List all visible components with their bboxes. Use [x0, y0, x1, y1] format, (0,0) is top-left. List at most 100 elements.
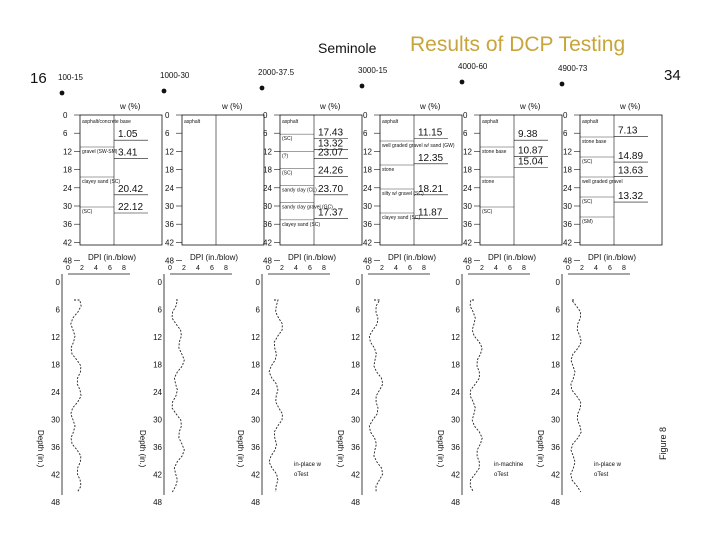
- depth-tick-label: 36: [165, 220, 174, 229]
- soil-layer-label: stone base: [582, 139, 607, 145]
- depth-tick-label: 0: [263, 111, 268, 120]
- depth-axis-label: Depth (in.): [236, 430, 245, 468]
- depth-tick-label: 0: [158, 278, 163, 287]
- dpi-tick-label: 2: [380, 265, 384, 272]
- dpi-tick-label: 8: [522, 265, 526, 272]
- soil-layer-label: (SC): [282, 136, 293, 142]
- depth-tick-label: 36: [263, 220, 272, 229]
- log-column: [79, 114, 163, 246]
- depth-tick-label: 30: [451, 416, 460, 425]
- dpi-tick-label: 4: [394, 265, 398, 272]
- depth-tick-label: 0: [356, 278, 361, 287]
- dpi-trace: [368, 299, 384, 493]
- depth-tick-label: 18: [63, 166, 72, 175]
- dpi-tick-label: 6: [508, 265, 512, 272]
- moisture-value: 17.43: [318, 127, 343, 138]
- dpi-tick-label: 0: [566, 265, 570, 272]
- depth-tick-label: 36: [153, 443, 162, 452]
- depth-tick-label: 18: [363, 166, 372, 175]
- depth-tick-label: 48: [153, 498, 162, 507]
- depth-tick-label: 24: [263, 184, 272, 193]
- depth-tick-label: 42: [563, 238, 572, 247]
- depth-tick-label: 36: [251, 443, 260, 452]
- w-pct-label: w (%): [119, 102, 141, 111]
- station-label: 4000-60: [458, 62, 488, 71]
- moisture-value: 11.87: [418, 207, 443, 218]
- station-marker: [359, 83, 365, 89]
- legend-entry: oTest: [594, 472, 609, 478]
- dpi-tick-label: 8: [622, 265, 626, 272]
- depth-tick-label: 48: [51, 498, 60, 507]
- depth-tick-label: 24: [451, 388, 460, 397]
- soil-layer-label: (SC): [582, 199, 593, 205]
- dpi-tick-label: 8: [224, 265, 228, 272]
- depth-tick-label: 42: [251, 471, 260, 480]
- w-pct-label: w (%): [221, 102, 243, 111]
- depth-axis-label: Depth (in.): [436, 430, 445, 468]
- dpi-axis-label: DPI (in./blow): [190, 253, 238, 262]
- depth-tick-label: 12: [165, 147, 174, 156]
- depth-tick-label: 12: [251, 333, 260, 342]
- dpi-tick-label: 6: [408, 265, 412, 272]
- dpi-tick-label: 0: [466, 265, 470, 272]
- dpi-axis-label: DPI (in./blow): [488, 253, 536, 262]
- moisture-value: 24.26: [318, 166, 343, 177]
- depth-tick-label: 36: [551, 443, 560, 452]
- dpi-trace: [570, 299, 582, 493]
- depth-axis-label: Depth (in.): [36, 430, 45, 468]
- legend-entry: oTest: [494, 472, 509, 478]
- log-column: [279, 114, 363, 246]
- dpi-axis-label: DPI (in./blow): [88, 253, 136, 262]
- soil-layer-label: sandy clay (CL): [282, 188, 317, 194]
- soil-layer-label: clayey sand (SC): [282, 222, 320, 228]
- moisture-value: 10.87: [518, 146, 543, 157]
- station-marker: [259, 85, 265, 91]
- soil-layer-label: stone base: [482, 149, 507, 155]
- station-label: 100-15: [58, 73, 83, 82]
- dpi-tick-label: 0: [366, 265, 370, 272]
- depth-tick-label: 0: [463, 111, 468, 120]
- dpi-tick-label: 4: [294, 265, 298, 272]
- depth-tick-label: 6: [256, 306, 261, 315]
- depth-tick-label: 36: [563, 220, 572, 229]
- soil-layer-label: (SC): [482, 209, 493, 215]
- w-pct-label: w (%): [419, 102, 441, 111]
- soil-layer-label: silty w/ gravel (SC): [382, 191, 424, 197]
- depth-axis-label: Depth (in.): [138, 430, 147, 468]
- moisture-value: 23.70: [318, 184, 343, 195]
- depth-tick-label: 24: [551, 388, 560, 397]
- station-marker: [59, 90, 65, 96]
- depth-tick-label: 18: [51, 361, 60, 370]
- depth-tick-label: 6: [456, 306, 461, 315]
- depth-tick-label: 18: [251, 361, 260, 370]
- depth-tick-label: 42: [153, 471, 162, 480]
- depth-tick-label: 48: [263, 257, 272, 266]
- w-pct-label: w (%): [619, 102, 641, 111]
- depth-tick-label: 48: [451, 498, 460, 507]
- depth-tick-label: 6: [158, 306, 163, 315]
- depth-tick-label: 24: [251, 388, 260, 397]
- dpi-tick-label: 0: [66, 265, 70, 272]
- depth-tick-label: 36: [351, 443, 360, 452]
- legend-entry: in-place w: [594, 462, 622, 468]
- moisture-value: 22.12: [118, 202, 143, 213]
- depth-tick-label: 48: [165, 257, 174, 266]
- moisture-value: 20.42: [118, 184, 143, 195]
- depth-tick-label: 24: [463, 184, 472, 193]
- moisture-value: 18.21: [418, 184, 443, 195]
- moisture-value: 3.41: [118, 147, 138, 158]
- soil-layer-label: sandy clay gravel (GC): [282, 205, 333, 211]
- depth-tick-label: 42: [451, 471, 460, 480]
- moisture-value: 1.05: [118, 129, 138, 140]
- soil-layer-label: (SC): [282, 170, 293, 176]
- depth-tick-label: 18: [165, 166, 174, 175]
- depth-tick-label: 24: [563, 184, 572, 193]
- dpi-tick-label: 4: [594, 265, 598, 272]
- depth-tick-label: 36: [451, 443, 460, 452]
- dpi-tick-label: 0: [266, 265, 270, 272]
- depth-tick-label: 42: [551, 471, 560, 480]
- depth-tick-label: 36: [463, 220, 472, 229]
- moisture-value: 12.35: [418, 153, 443, 164]
- depth-tick-label: 24: [351, 388, 360, 397]
- depth-tick-label: 6: [63, 129, 68, 138]
